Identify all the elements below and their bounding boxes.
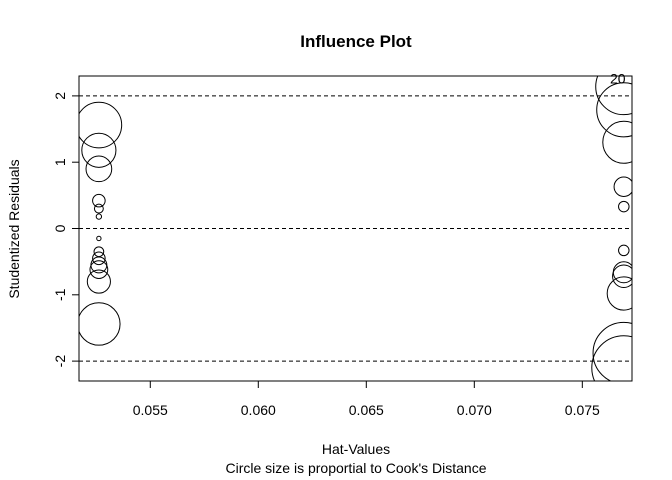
y-axis: -2 -1 0 1 2 <box>52 92 80 368</box>
x-tick-label: 0.055 <box>133 402 168 418</box>
y-tick-label: 0 <box>52 224 68 232</box>
reference-lines <box>79 95 632 362</box>
influence-point <box>591 335 632 381</box>
point-label: 20 <box>610 71 626 87</box>
influence-point <box>618 200 630 213</box>
influence-point <box>595 76 632 116</box>
influence-point <box>79 302 121 346</box>
influence-point <box>618 244 630 257</box>
influence-point <box>92 251 106 266</box>
influence-point <box>85 155 113 183</box>
influence-point <box>95 213 103 220</box>
influence-point <box>89 260 109 279</box>
y-tick-label: 2 <box>52 92 68 100</box>
influence-point <box>96 235 102 242</box>
influence-point <box>81 132 117 168</box>
y-tick-label: -2 <box>52 355 68 368</box>
influence-point <box>596 82 632 138</box>
x-tick-label: 0.060 <box>241 402 276 418</box>
influence-point <box>592 321 632 381</box>
x-axis: 0.055 0.060 0.065 0.070 0.075 <box>133 380 600 418</box>
influence-point <box>92 193 106 208</box>
x-tick-label: 0.065 <box>349 402 384 418</box>
x-tick-label: 0.070 <box>457 402 492 418</box>
influence-point <box>612 264 632 288</box>
influence-point <box>79 101 123 149</box>
influence-point <box>86 269 111 294</box>
influence-point <box>606 276 632 311</box>
influence-point <box>602 120 632 164</box>
x-axis-subtitle: Circle size is proportial to Cook's Dist… <box>226 460 487 476</box>
y-tick-label: -1 <box>52 288 68 301</box>
y-tick-label: 1 <box>52 158 68 166</box>
x-axis-title: Hat-Values <box>322 441 390 457</box>
influence-point <box>613 176 632 197</box>
y-axis-title: Studentized Residuals <box>6 159 22 298</box>
influence-point <box>93 203 104 214</box>
data-points <box>79 76 632 381</box>
chart-title: Influence Plot <box>300 32 412 51</box>
x-tick-label: 0.075 <box>565 402 600 418</box>
point-labels: 20 <box>610 71 626 87</box>
